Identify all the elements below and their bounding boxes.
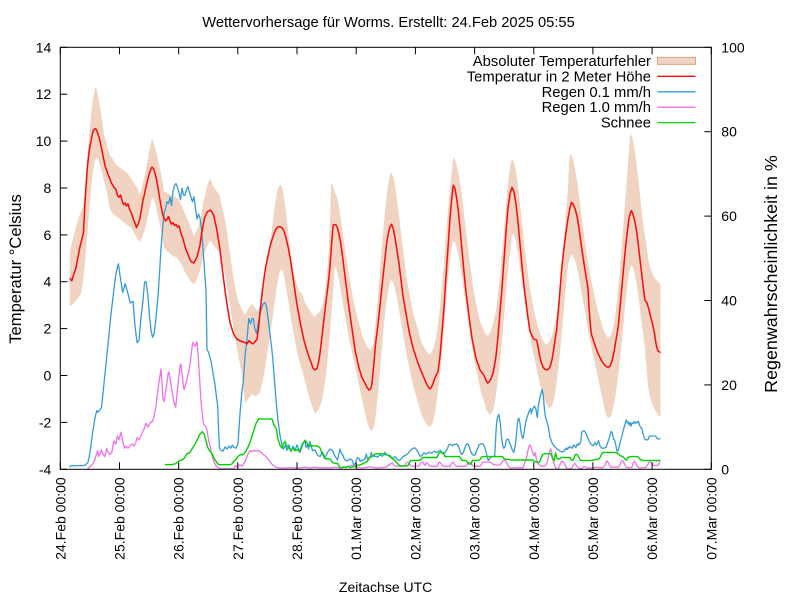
svg-text:Temperatur in 2 Meter Höhe: Temperatur in 2 Meter Höhe	[467, 69, 651, 85]
svg-text:0: 0	[44, 368, 52, 384]
svg-text:Wettervorhersage für Worms. Er: Wettervorhersage für Worms. Erstellt: 24…	[202, 15, 575, 31]
svg-text:12: 12	[36, 86, 52, 102]
svg-text:10: 10	[36, 133, 52, 149]
svg-text:26.Feb 00:00: 26.Feb 00:00	[171, 477, 187, 560]
svg-text:6: 6	[44, 227, 52, 243]
svg-text:07.Mar 00:00: 07.Mar 00:00	[703, 477, 719, 560]
svg-text:14: 14	[36, 39, 52, 55]
svg-text:-4: -4	[39, 461, 52, 477]
svg-text:01.Mar 00:00: 01.Mar 00:00	[348, 477, 364, 560]
svg-text:0: 0	[721, 461, 729, 477]
svg-text:Regen 0.1 mm/h: Regen 0.1 mm/h	[542, 85, 651, 101]
svg-text:Temperatur °Celsius: Temperatur °Celsius	[6, 194, 25, 344]
svg-text:8: 8	[44, 180, 52, 196]
svg-text:05.Mar 00:00: 05.Mar 00:00	[585, 477, 601, 560]
svg-text:04.Mar 00:00: 04.Mar 00:00	[526, 477, 542, 560]
svg-text:-2: -2	[39, 414, 52, 430]
svg-text:80: 80	[721, 124, 737, 140]
svg-text:28.Feb 00:00: 28.Feb 00:00	[289, 477, 305, 560]
svg-text:Regenwahrscheinlichkeit in %: Regenwahrscheinlichkeit in %	[761, 155, 781, 393]
svg-text:Regen 1.0 mm/h: Regen 1.0 mm/h	[542, 100, 651, 116]
svg-text:02.Mar 00:00: 02.Mar 00:00	[407, 477, 423, 560]
svg-text:25.Feb 00:00: 25.Feb 00:00	[112, 477, 128, 560]
svg-text:24.Feb 00:00: 24.Feb 00:00	[52, 477, 68, 560]
svg-text:06.Mar 00:00: 06.Mar 00:00	[644, 477, 660, 560]
svg-text:27.Feb 00:00: 27.Feb 00:00	[230, 477, 246, 560]
svg-text:4: 4	[44, 274, 52, 290]
svg-text:Schnee: Schnee	[601, 116, 651, 132]
svg-text:Absoluter Temperaturfehler: Absoluter Temperaturfehler	[473, 54, 651, 70]
svg-text:20: 20	[721, 377, 737, 393]
svg-text:100: 100	[721, 39, 745, 55]
svg-text:40: 40	[721, 293, 737, 309]
svg-text:2: 2	[44, 321, 52, 337]
svg-text:Zeitachse UTC: Zeitachse UTC	[339, 579, 432, 595]
svg-text:60: 60	[721, 208, 737, 224]
svg-text:03.Mar 00:00: 03.Mar 00:00	[467, 477, 483, 560]
